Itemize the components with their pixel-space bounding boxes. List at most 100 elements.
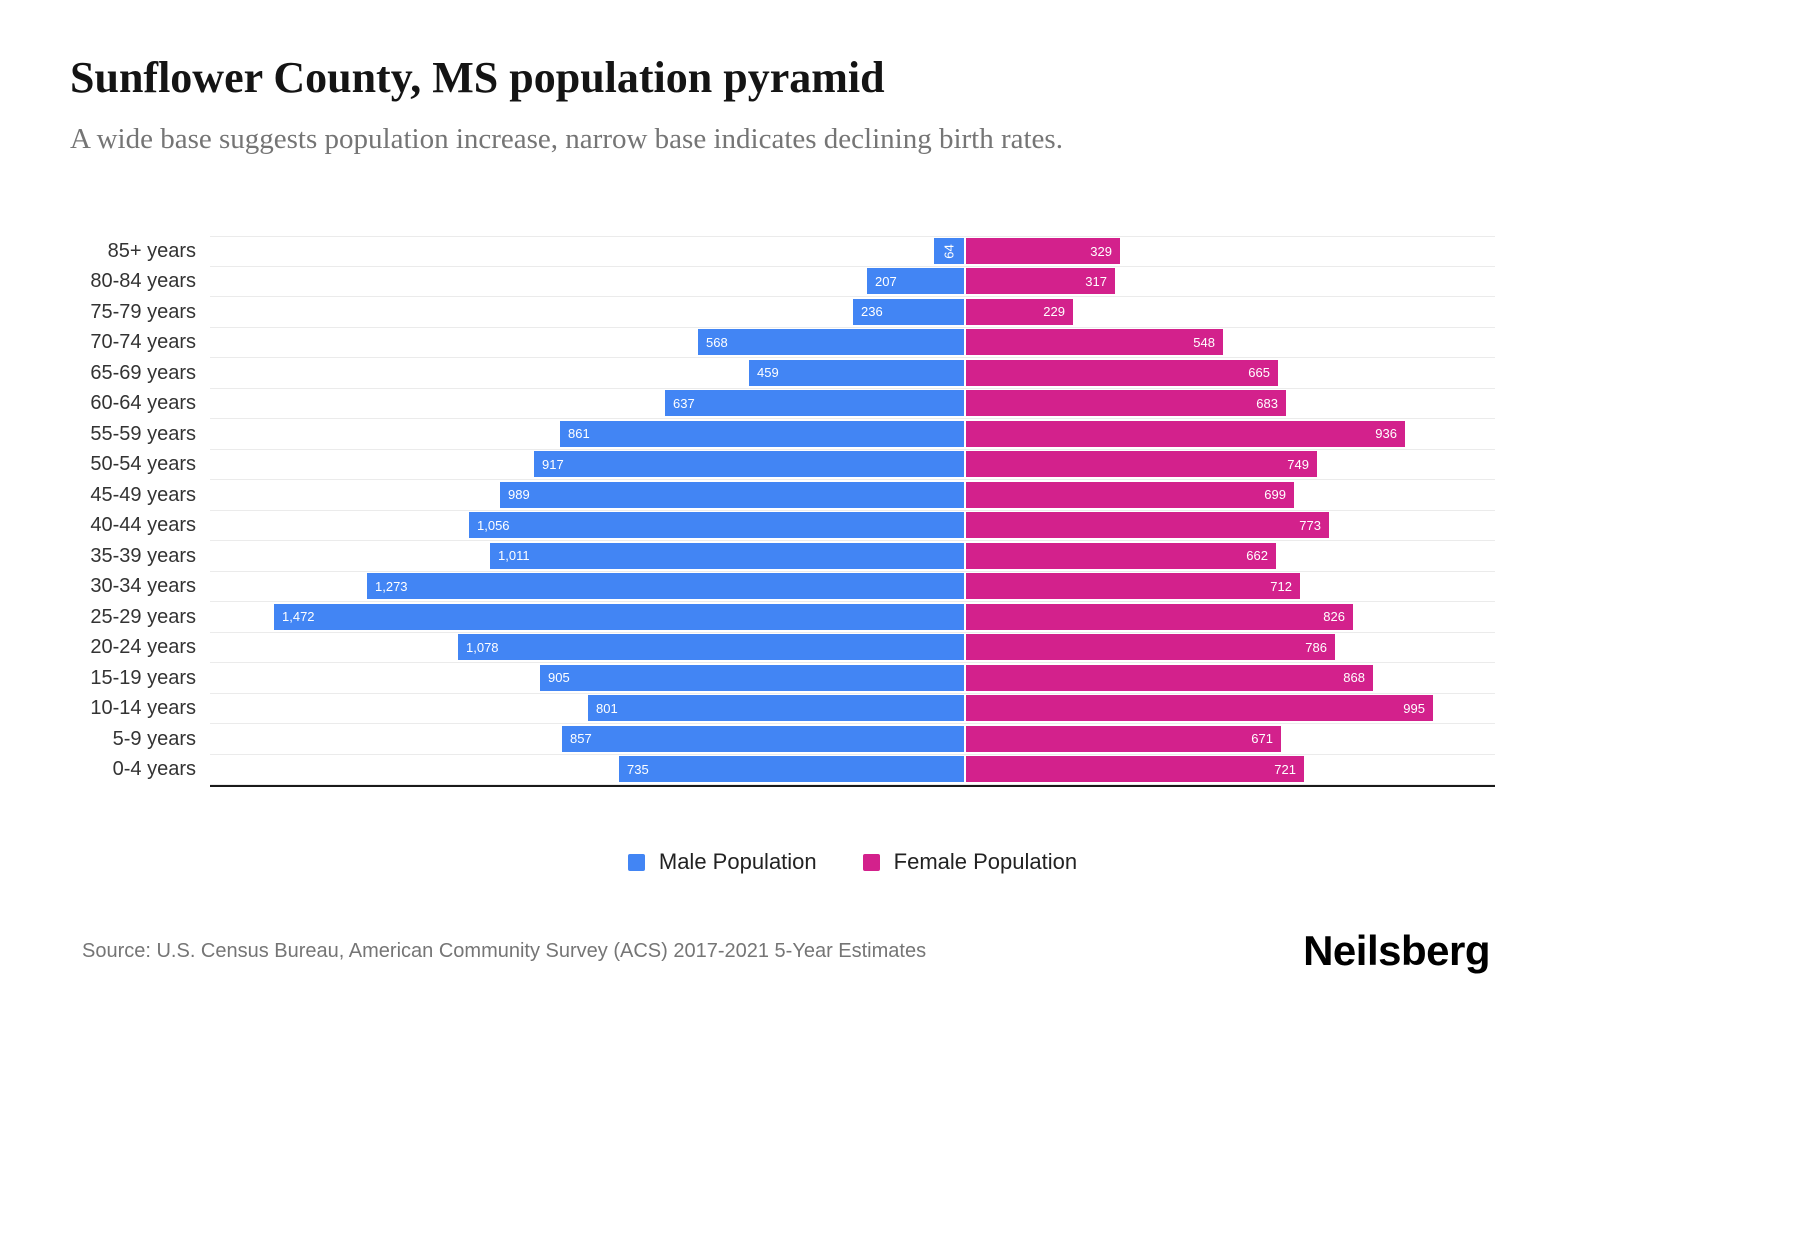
male-bar: 1,056 (469, 512, 964, 539)
male-bar: 861 (560, 420, 964, 447)
female-half: 826 (965, 603, 1495, 630)
female-bar: 826 (966, 603, 1353, 630)
pyramid-row-plot: 917 749 (210, 450, 1495, 480)
male-bar: 637 (665, 390, 964, 417)
male-half: 1,078 (210, 634, 965, 661)
female-bar: 229 (966, 298, 1073, 325)
male-bar-value: 64 (941, 244, 957, 259)
age-group-label: 60-64 years (90, 392, 196, 415)
age-group-label: 70-74 years (90, 331, 196, 354)
female-half: 868 (965, 664, 1495, 691)
age-group-label: 25-29 years (90, 605, 196, 628)
male-bar-value: 905 (548, 670, 570, 686)
female-bar-value: 329 (1090, 243, 1112, 259)
page: Sunflower County, MS population pyramid … (0, 52, 1800, 975)
female-bar-value: 229 (1043, 304, 1065, 320)
pyramid-row: 10-14 years 801 995 (0, 694, 1800, 724)
age-group-label: 5-9 years (112, 727, 196, 750)
pyramid-row-plot: 236 229 (210, 297, 1495, 328)
pyramid-row-plot: 64 329 (210, 236, 1495, 267)
male-half: 1,056 (210, 512, 965, 539)
pyramid-row: 80-84 years 207 317 (0, 267, 1800, 297)
female-bar-value: 671 (1251, 731, 1273, 747)
female-bar: 329 (966, 238, 1120, 265)
pyramid-row: 0-4 years 735 721 (0, 755, 1800, 785)
male-bar-value: 1,472 (282, 609, 315, 625)
male-bar: 459 (749, 359, 964, 386)
male-bar: 568 (698, 329, 964, 356)
pyramid-row-plot: 1,056 773 (210, 511, 1495, 541)
age-group-label: 45-49 years (90, 483, 196, 506)
age-group-label: 10-14 years (90, 697, 196, 720)
female-half: 995 (965, 695, 1495, 722)
pyramid-row-plot: 637 683 (210, 389, 1495, 419)
male-half: 1,011 (210, 542, 965, 569)
female-half: 548 (965, 329, 1495, 356)
pyramid-row: 20-24 years 1,078 786 (0, 633, 1800, 663)
male-bar: 917 (534, 451, 964, 478)
female-half: 699 (965, 481, 1495, 508)
age-group-label: 40-44 years (90, 514, 196, 537)
pyramid-row-plot: 801 995 (210, 694, 1495, 724)
pyramid-row: 15-19 years 905 868 (0, 663, 1800, 694)
female-half: 665 (965, 359, 1495, 386)
male-bar-value: 917 (542, 456, 564, 472)
age-group-label: 35-39 years (90, 544, 196, 567)
female-half: 773 (965, 512, 1495, 539)
age-group-label: 75-79 years (90, 300, 196, 323)
male-bar: 64 (934, 238, 964, 265)
female-bar-value: 749 (1287, 456, 1309, 472)
pyramid-row: 85+ years 64 329 (0, 236, 1800, 267)
male-half: 857 (210, 725, 965, 752)
pyramid-row: 45-49 years 989 699 (0, 480, 1800, 511)
pyramid-row-plot: 1,472 826 (210, 602, 1495, 633)
population-pyramid-chart: 85+ years 64 329 80-84 years 207 317 75-79 yea… (0, 236, 1800, 787)
pyramid-row: 70-74 years 568 548 (0, 328, 1800, 358)
female-bar-value: 548 (1193, 334, 1215, 350)
female-bar: 936 (966, 420, 1405, 447)
female-bar: 699 (966, 481, 1294, 508)
male-bar-value: 207 (875, 273, 897, 289)
female-half: 749 (965, 451, 1495, 478)
female-half: 936 (965, 420, 1495, 447)
male-half: 64 (210, 238, 965, 265)
male-legend-label: Male Population (658, 849, 817, 874)
pyramid-row: 55-59 years 861 936 (0, 419, 1800, 450)
female-bar: 868 (966, 664, 1373, 691)
female-bar-value: 665 (1248, 365, 1270, 381)
female-bar: 662 (966, 542, 1276, 569)
female-half: 712 (965, 573, 1495, 600)
pyramid-row-plot: 905 868 (210, 663, 1495, 694)
male-bar-value: 459 (757, 365, 779, 381)
female-bar-value: 995 (1403, 700, 1425, 716)
female-bar: 548 (966, 329, 1223, 356)
legend: Male Population Female Population (210, 849, 1495, 875)
male-bar-value: 857 (570, 731, 592, 747)
female-bar-value: 662 (1246, 548, 1268, 564)
female-bar: 749 (966, 451, 1317, 478)
male-bar-value: 236 (861, 304, 883, 320)
pyramid-row: 50-54 years 917 749 (0, 450, 1800, 480)
chart-title: Sunflower County, MS population pyramid (70, 53, 885, 102)
pyramid-row: 25-29 years 1,472 826 (0, 602, 1800, 633)
female-half: 329 (965, 238, 1495, 265)
male-half: 905 (210, 664, 965, 691)
age-group-label: 15-19 years (90, 666, 196, 689)
age-group-label: 80-84 years (90, 270, 196, 293)
male-half: 1,472 (210, 603, 965, 630)
female-bar-value: 683 (1256, 395, 1278, 411)
pyramid-row-plot: 1,273 712 (210, 572, 1495, 602)
female-half: 786 (965, 634, 1495, 661)
female-bar-value: 773 (1299, 517, 1321, 533)
pyramid-row: 60-64 years 637 683 (0, 389, 1800, 419)
female-bar-value: 317 (1085, 273, 1107, 289)
legend-item-female: Female Population (862, 849, 1077, 875)
male-bar-value: 861 (568, 426, 590, 442)
female-bar: 683 (966, 390, 1286, 417)
female-bar-value: 936 (1375, 426, 1397, 442)
female-bar: 671 (966, 725, 1281, 752)
female-bar: 995 (966, 695, 1433, 722)
female-half: 317 (965, 268, 1495, 295)
female-bar-value: 786 (1305, 639, 1327, 655)
male-half: 568 (210, 329, 965, 356)
